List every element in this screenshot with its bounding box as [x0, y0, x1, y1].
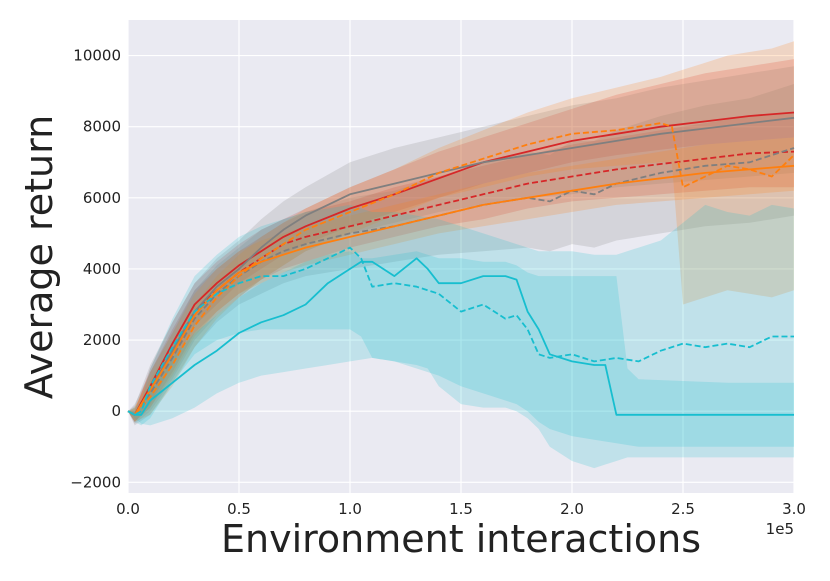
y-tick-label: −2000 — [70, 473, 121, 491]
grid — [127, 20, 795, 493]
band-gray-dashed — [128, 84, 794, 426]
x-tick-label: 2.0 — [560, 500, 584, 518]
x-tick-label: 1.0 — [338, 500, 362, 518]
line-orange-dashed — [127, 122, 795, 416]
line-red-solid — [127, 111, 795, 416]
x-tick-label: 0.5 — [227, 500, 251, 518]
x-tick-label: 2.5 — [671, 500, 695, 518]
x-tick-label: 1.5 — [449, 500, 473, 518]
line-orange-solid — [127, 164, 795, 416]
line-gray-solid — [127, 116, 795, 416]
y-tick-label: 10000 — [73, 47, 121, 65]
x-tick-labels: 0.0 0.5 1.0 1.5 2.0 2.5 3.0 — [116, 500, 806, 518]
y-tick-label: 4000 — [83, 260, 121, 278]
x-axis-title: Environment interactions — [221, 517, 701, 561]
y-tick-label: 6000 — [83, 189, 121, 207]
y-tick-label: 0 — [111, 402, 121, 420]
y-tick-label: 8000 — [83, 118, 121, 136]
x-offset-label: 1e5 — [766, 520, 794, 538]
band-orange-dashed — [128, 41, 794, 422]
y-axis-title: Average return — [17, 115, 61, 399]
line-cyan-solid — [127, 257, 794, 416]
series-lines — [127, 111, 795, 416]
x-tick-label: 3.0 — [782, 500, 806, 518]
line-red-dashed — [127, 150, 795, 416]
confidence-bands — [128, 41, 794, 469]
y-tick-labels: −2000 0 2000 4000 6000 8000 10000 — [70, 47, 121, 492]
band-gray-solid — [128, 66, 794, 424]
band-red-solid — [128, 59, 794, 422]
x-tick-label: 0.0 — [116, 500, 140, 518]
line-cyan-dashed — [127, 246, 794, 416]
band-red-dashed — [128, 112, 794, 422]
band-cyan-solid — [128, 251, 794, 469]
band-cyan-dashed — [128, 204, 794, 447]
y-tick-label: 2000 — [83, 331, 121, 349]
